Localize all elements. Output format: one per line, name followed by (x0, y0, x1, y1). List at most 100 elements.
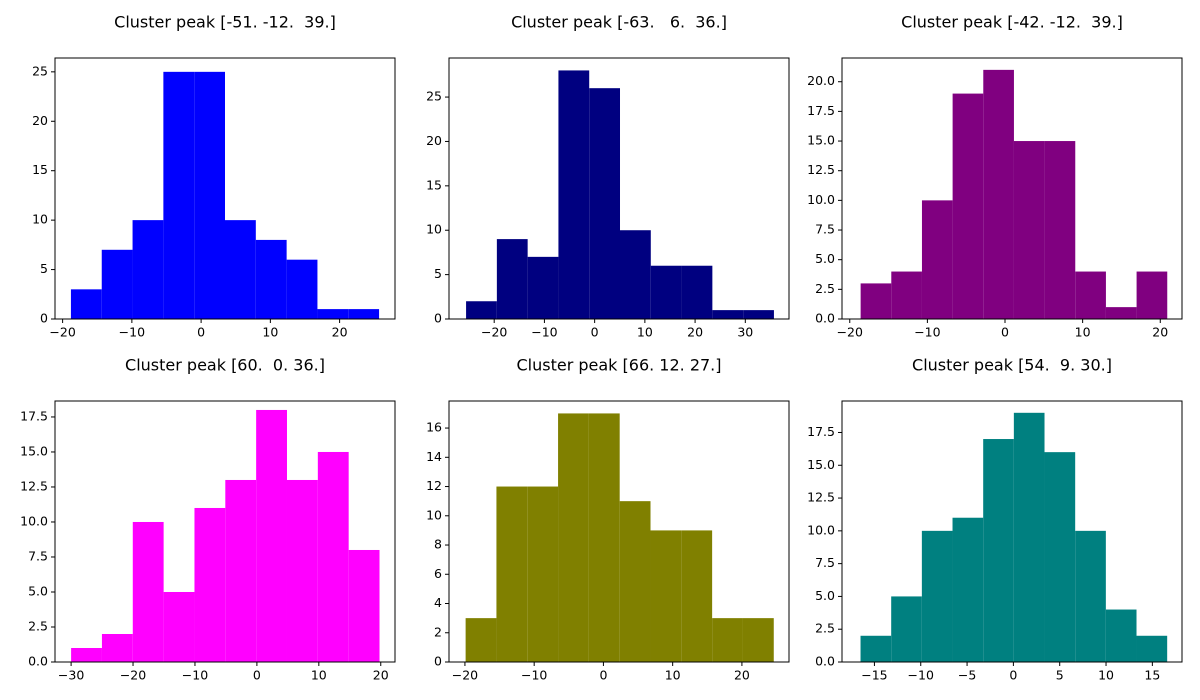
y-tick-label: 5.0 (815, 251, 835, 266)
bar (465, 618, 497, 662)
bar (1075, 271, 1106, 319)
x-tick-label: −5 (958, 668, 976, 683)
y-tick-label: 5.0 (815, 588, 835, 603)
bar (348, 549, 380, 662)
x-tick-label: 5 (1056, 668, 1064, 683)
y-tick-label: 2 (434, 624, 442, 639)
bar (101, 249, 133, 319)
y-tick-label: 0 (40, 311, 48, 326)
bar (589, 88, 621, 319)
bar (558, 413, 589, 662)
bar (255, 239, 287, 319)
axes-frame (841, 400, 1183, 663)
bar (71, 647, 102, 662)
bar (860, 283, 892, 319)
bar (921, 200, 953, 319)
y-tick-label: 2.5 (815, 281, 835, 296)
y-tick-label: 17.5 (807, 424, 835, 439)
x-tick-label: −20 (452, 668, 478, 683)
x-tick-label: 20 (734, 668, 750, 683)
x-tick-label: 10 (1075, 325, 1091, 340)
x-tick-label: −20 (120, 668, 146, 683)
bar (650, 265, 682, 319)
bar (194, 507, 226, 662)
bar (983, 439, 1014, 662)
y-tick-label: 10.0 (807, 192, 835, 207)
bar (983, 69, 1014, 319)
y-tick-label: 16 (426, 420, 442, 435)
y-tick-label: 15 (426, 177, 442, 192)
y-tick-label: 0.0 (815, 311, 835, 326)
bar (527, 486, 559, 662)
y-tick-label: 0.0 (815, 654, 835, 669)
y-tick-label: 0.0 (28, 654, 48, 669)
y-tick-label: 17.5 (20, 408, 48, 423)
chart-title: Cluster peak [-51. -12. 39.] (114, 13, 336, 32)
bar (712, 310, 744, 319)
x-tick-label: 10 (311, 668, 327, 683)
x-tick-label: −20 (49, 325, 75, 340)
chart-title: Cluster peak [-42. -12. 39.] (901, 13, 1123, 32)
y-tick-label: 2.5 (28, 618, 48, 633)
y-tick-label: 7.5 (28, 548, 48, 563)
bar (681, 265, 713, 319)
bar (496, 486, 528, 662)
bar (952, 93, 984, 319)
bar (317, 451, 349, 662)
y-tick-label: 7.5 (815, 555, 835, 570)
bar (891, 596, 922, 662)
bar (1136, 271, 1168, 319)
y-tick-label: 10 (32, 212, 48, 227)
bar (317, 309, 349, 319)
x-tick-label: −30 (58, 668, 84, 683)
bar (712, 618, 743, 662)
axes-frame (841, 57, 1183, 320)
bar (1075, 530, 1106, 662)
bar (1044, 141, 1076, 319)
y-tick-label: 20 (426, 133, 442, 148)
bar (558, 70, 590, 319)
bar (743, 310, 774, 319)
bar (952, 517, 984, 662)
x-tick-label: 10 (637, 325, 653, 340)
x-tick-label: 0 (197, 325, 205, 340)
axes-frame (448, 400, 790, 663)
bar (681, 530, 713, 662)
y-tick-label: 25 (32, 63, 48, 78)
bar (194, 71, 225, 319)
y-tick-label: 15.0 (807, 457, 835, 472)
bar (1136, 635, 1168, 662)
x-tick-label: 10 (262, 325, 278, 340)
bar (1044, 452, 1076, 662)
y-tick-label: 10 (426, 507, 442, 522)
y-tick-label: 10.0 (807, 522, 835, 537)
x-tick-label: −10 (914, 325, 940, 340)
y-tick-label: 12.5 (807, 162, 835, 177)
y-tick-label: 8 (434, 537, 442, 552)
y-tick-label: 12.5 (20, 478, 48, 493)
x-tick-label: 20 (687, 325, 703, 340)
bar (527, 256, 559, 319)
bar (101, 633, 133, 662)
x-tick-label: −15 (861, 668, 887, 683)
bar (742, 618, 774, 662)
bar (225, 479, 257, 662)
axes-frame (448, 57, 790, 320)
bar (348, 309, 380, 319)
x-tick-label: 15 (1144, 668, 1160, 683)
y-tick-label: 10 (426, 222, 442, 237)
x-tick-label: −10 (531, 325, 557, 340)
bar (132, 521, 164, 662)
bar (1105, 609, 1137, 662)
y-tick-label: 14 (426, 449, 442, 464)
y-tick-label: 2.5 (815, 621, 835, 636)
bar (225, 220, 256, 319)
bar (620, 230, 651, 319)
bar (286, 479, 318, 662)
bar (256, 409, 287, 662)
x-tick-label: 10 (665, 668, 681, 683)
y-tick-label: 12 (426, 478, 442, 493)
x-tick-label: 20 (1152, 325, 1168, 340)
bar (163, 71, 195, 319)
